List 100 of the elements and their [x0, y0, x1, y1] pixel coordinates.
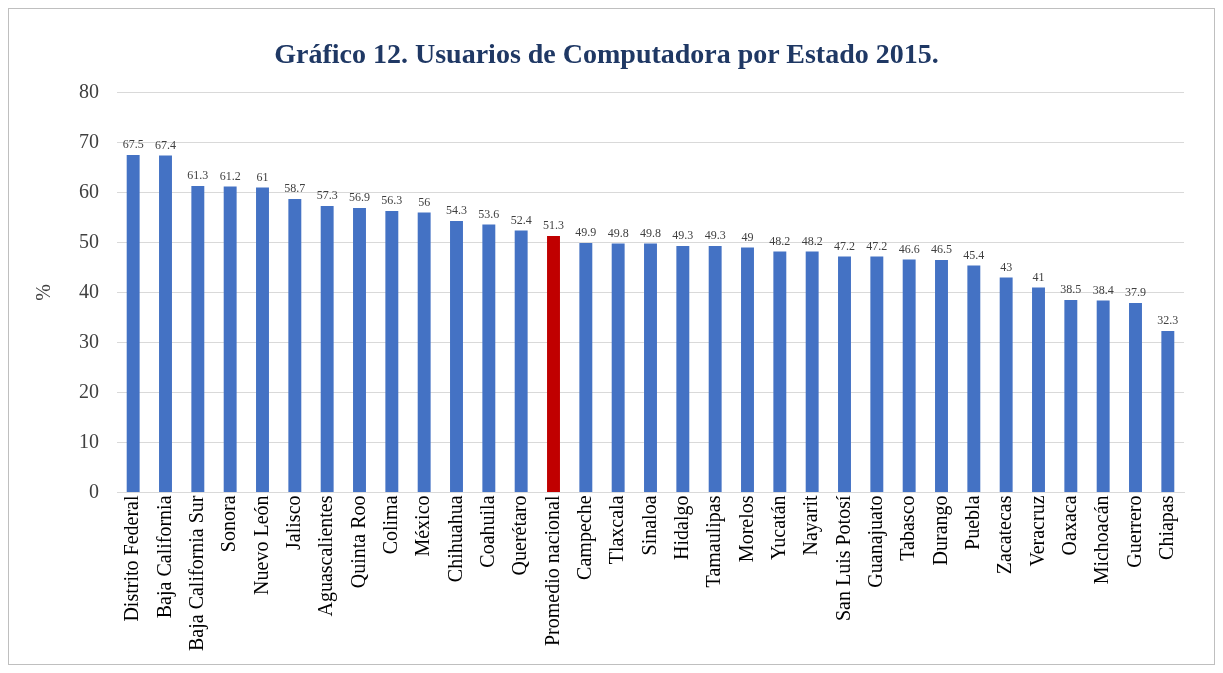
bar — [708, 246, 722, 492]
data-label: 38.5 — [1060, 282, 1082, 297]
data-label: 56.3 — [381, 193, 403, 208]
x-tick-label: Nuevo León — [249, 495, 272, 595]
data-label: 58.7 — [284, 181, 306, 196]
bar — [644, 243, 657, 492]
x-tick-label: Puebla — [961, 495, 984, 550]
data-label: 47.2 — [866, 238, 888, 253]
data-label: 37.9 — [1125, 285, 1146, 300]
data-label: 49.8 — [640, 225, 661, 240]
y-tick-label: 50 — [79, 229, 99, 252]
y-tick-label: 40 — [79, 279, 99, 302]
x-tick-label: Veracruz — [1025, 495, 1048, 567]
bar — [902, 259, 916, 492]
bar — [256, 187, 269, 492]
x-tick-label: Yucatán — [767, 495, 790, 560]
y-axis-title: % — [32, 284, 55, 301]
x-tick-label: Chihuahua — [443, 495, 466, 583]
data-label: 56 — [418, 194, 431, 209]
bar — [417, 212, 431, 492]
bar — [579, 243, 593, 492]
data-label: 49.8 — [607, 225, 629, 240]
x-tick-label: Hidalgo — [670, 495, 694, 560]
data-label: 32.3 — [1157, 313, 1179, 328]
x-tick-label: México — [411, 495, 434, 557]
bar — [223, 186, 237, 492]
x-tick-label: Promedio nacional — [540, 495, 563, 647]
data-label: 49 — [741, 229, 754, 244]
data-label: 48.2 — [801, 233, 823, 248]
x-tick-label: Zacatecas — [993, 495, 1016, 575]
data-label: 46.5 — [931, 242, 952, 257]
x-tick-label: Coahuila — [476, 495, 499, 568]
bar — [385, 211, 399, 492]
data-label: 47.2 — [834, 238, 855, 253]
bar — [805, 251, 819, 492]
data-label: 38.4 — [1092, 282, 1114, 297]
data-label: 51.3 — [543, 218, 564, 233]
x-tick-label: Morelos — [734, 495, 757, 563]
x-tick-label: Campeche — [573, 495, 597, 580]
data-label: 54.3 — [446, 203, 467, 218]
data-label: 43 — [1000, 259, 1013, 274]
data-label: 67.5 — [122, 137, 144, 152]
bar — [126, 155, 140, 492]
data-label: 41 — [1032, 269, 1045, 284]
data-label: 53.6 — [478, 206, 500, 221]
data-label: 48.2 — [769, 233, 791, 248]
bar — [159, 155, 172, 492]
bar — [1161, 331, 1175, 492]
bar — [611, 243, 625, 492]
x-tick-label: Guanajuato — [864, 495, 888, 588]
x-tick-label: Distrito Federal — [120, 495, 143, 622]
x-tick-label: Jalisco — [282, 495, 305, 550]
bar — [838, 256, 851, 492]
x-tick-label: Tabasco — [896, 495, 919, 561]
data-label: 46.6 — [898, 241, 920, 256]
bar — [482, 224, 496, 492]
data-label: 61.3 — [187, 168, 209, 183]
data-label: 61.2 — [219, 168, 241, 183]
bar — [547, 236, 560, 492]
data-label: 49.9 — [575, 225, 597, 240]
data-label: 61 — [256, 169, 269, 184]
bar — [1129, 303, 1142, 492]
bar — [320, 206, 334, 492]
bar — [1096, 300, 1110, 492]
data-label: 57.3 — [316, 188, 338, 203]
bar — [935, 260, 948, 492]
bar — [999, 277, 1013, 492]
x-tick-label: Querétaro — [508, 495, 531, 576]
x-tick-label: Baja California — [152, 495, 176, 619]
x-tick-label: Aguascalientes — [314, 495, 338, 617]
data-label: 49.3 — [672, 228, 694, 243]
bar — [353, 208, 366, 492]
bar — [870, 256, 884, 492]
x-tick-label: Oaxaca — [1058, 495, 1081, 556]
y-tick-label: 30 — [79, 329, 99, 352]
y-tick-label: 0 — [89, 479, 99, 502]
bar — [741, 247, 754, 492]
x-tick-label: Sinaloa — [637, 495, 660, 556]
bar — [191, 186, 205, 492]
x-tick-label: Baja California Sur — [185, 495, 209, 652]
bar — [514, 230, 528, 492]
data-label: 52.4 — [510, 212, 532, 227]
x-tick-label: Colima — [379, 495, 402, 555]
data-label: 56.9 — [349, 190, 370, 205]
x-tick-label: Michoacán — [1090, 495, 1113, 585]
bar — [1064, 300, 1078, 492]
x-tick-label: San Luis Potosí — [831, 495, 854, 622]
chart-title: Gráfico 12. Usuarios de Computadora por Estado 2015. — [274, 38, 939, 70]
x-tick-label: Quinta Roo — [346, 495, 369, 589]
x-tick-label: Tlaxcala — [605, 495, 628, 565]
x-tick-label: Guerrero — [1122, 495, 1145, 568]
x-tick-label: Tamaulipas — [702, 495, 726, 588]
bar — [288, 199, 302, 492]
y-tick-label: 10 — [79, 429, 99, 452]
x-tick-label: Nayarit — [799, 495, 823, 556]
bar — [450, 221, 463, 492]
y-tick-label: 80 — [79, 79, 99, 102]
data-label: 49.3 — [704, 228, 726, 243]
data-label: 67.4 — [155, 137, 176, 152]
y-tick-label: 20 — [79, 379, 99, 402]
